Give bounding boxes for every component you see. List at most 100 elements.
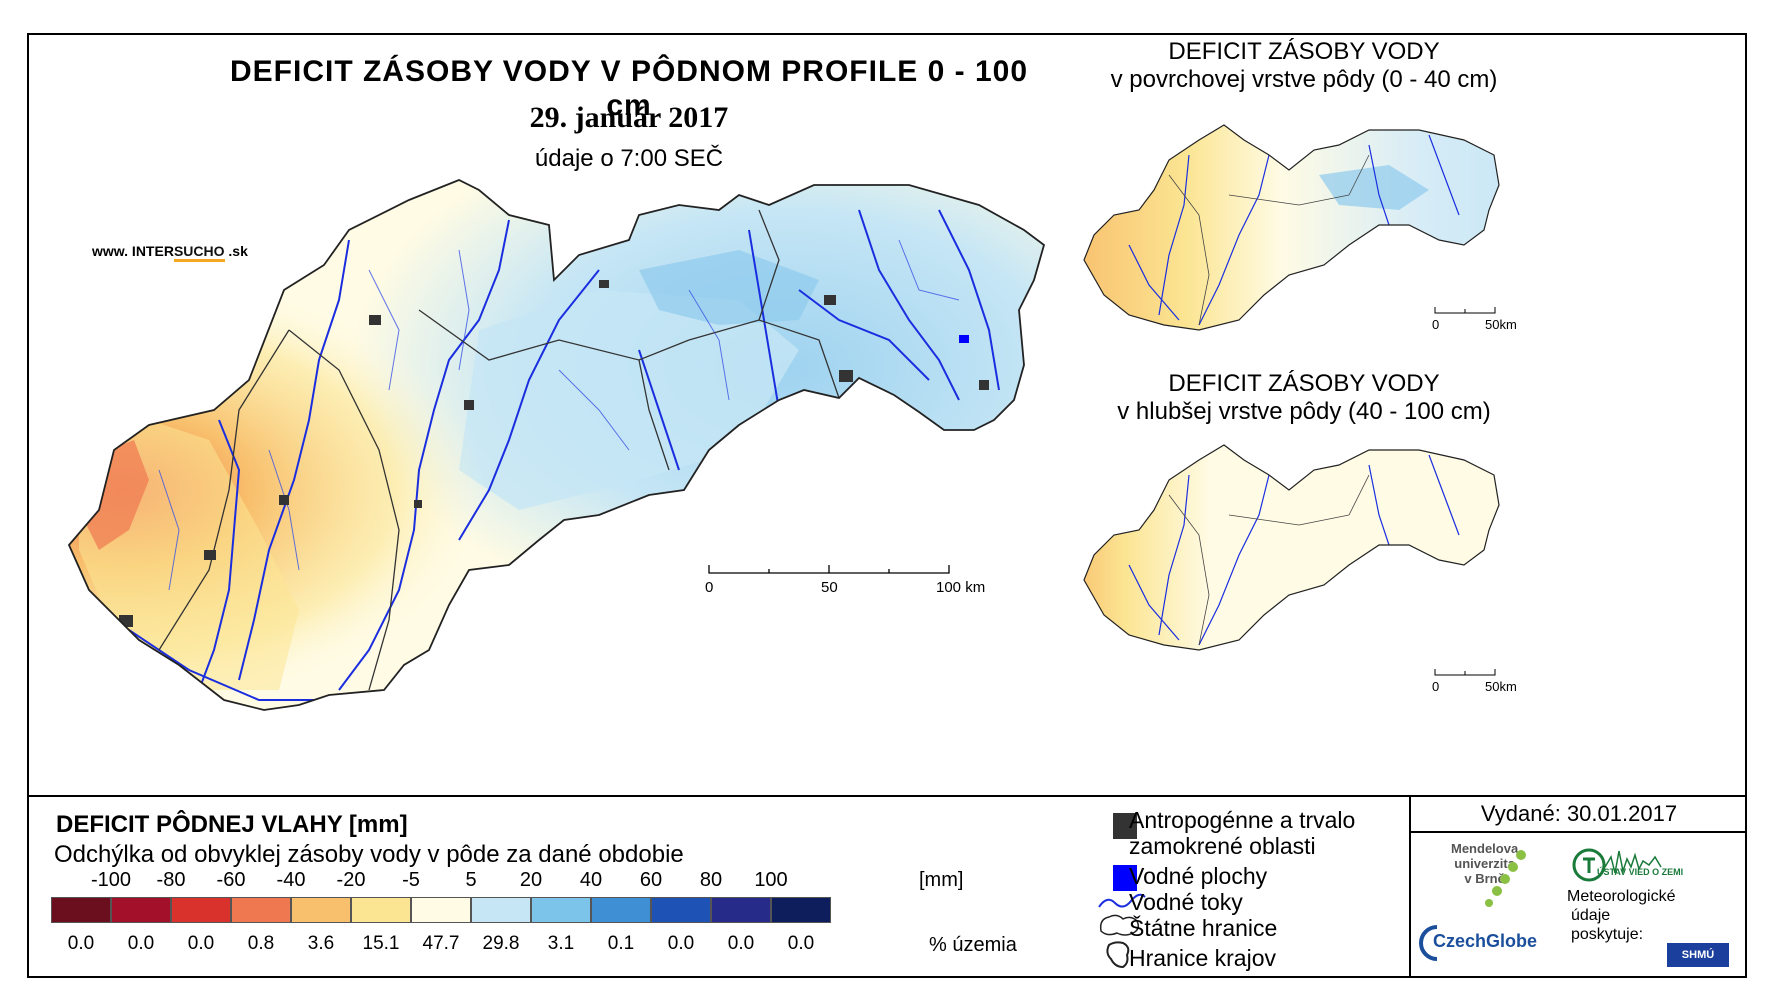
colorbar-tick-label: -20: [336, 869, 366, 891]
colorbar-percent-label: 0.0: [67, 933, 95, 954]
mendel-logo-text: Mendelova univerzita v Brně: [1451, 841, 1518, 886]
inset-bottom-scale-50: 50km: [1485, 679, 1517, 694]
colorbar-tick-label: -5: [402, 869, 420, 891]
inset-top-scale-50: 50km: [1485, 317, 1517, 332]
inset-top-title: DEFICIT ZÁSOBY VODY v povrchovej vrstve …: [1044, 38, 1564, 94]
uvgz-logo-text: ÚSTAV VIED O ZEMI: [1597, 867, 1684, 877]
czechglobe-logo-text: CzechGlobe: [1433, 931, 1538, 951]
colorbar-percent-label: 0.0: [727, 933, 755, 954]
legend-area: DEFICIT PÔDNEJ VLAHY [mm] Odchýlka od ob…: [29, 795, 1747, 978]
colorbar-tick-label: 5: [465, 869, 477, 891]
inset-bottom-title-line1: DEFICIT ZÁSOBY VODY: [1168, 370, 1440, 397]
colorbar-percent-label: 0.0: [667, 933, 695, 954]
state-border: [67, 179, 1046, 711]
legend-subtitle: Odchýlka od obvyklej zásoby vody v pôde …: [54, 841, 684, 868]
colorbar-percent-label: 0.0: [127, 933, 155, 954]
main-scale-100: 100 km: [936, 579, 986, 596]
stream-line-icon: [1098, 893, 1146, 908]
colorbar-percent-label: 0.8: [247, 933, 275, 954]
inset-top-title-line2: v povrchovej vrstve pôdy (0 - 40 cm): [1110, 66, 1498, 93]
inset-top-title-line1: DEFICIT ZÁSOBY VODY: [1168, 38, 1440, 65]
colorbar-tick-label: 60: [639, 869, 663, 891]
colorbar-tick-label: 40: [579, 869, 603, 891]
key-region-border: Hranice krajov: [1129, 945, 1276, 971]
colorbar-swatch: [111, 897, 171, 923]
colorbar-swatch: [351, 897, 411, 923]
meteo-data-credit: Meteorologické údaje poskytuje:: [1567, 887, 1676, 944]
colorbar-tick-label: -100: [90, 869, 132, 891]
colorbar-swatch: [771, 897, 831, 923]
meteo-line2: údaje: [1571, 907, 1611, 924]
website-url[interactable]: www. INTERSUCHO .sk: [92, 243, 248, 262]
colorbar-swatch: [291, 897, 351, 923]
key-anthropogenic: Antropogénne a trvalo zamokrené oblasti: [1129, 807, 1355, 859]
colorbar-swatch: [231, 897, 291, 923]
inset-top-scale-0: 0: [1432, 317, 1440, 332]
map-area: DEFICIT ZÁSOBY VODY V PÔDNOM PROFILE 0 -…: [29, 35, 1745, 795]
uvgz-logo-icon: [1572, 848, 1662, 882]
urban-area-icon: [1113, 813, 1137, 839]
key-anthropogenic-line1: Antropogénne a trvalo: [1129, 807, 1356, 833]
key-streams: Vodné toky: [1129, 889, 1243, 915]
inset-top-scale-bar: [1434, 307, 1496, 314]
colorbar-swatch: [471, 897, 531, 923]
colorbar-percent-label: 15.1: [362, 933, 400, 954]
meteo-line1: Meteorologické: [1567, 888, 1676, 905]
mendel-logo-icon: [1485, 850, 1526, 907]
key-anthropogenic-line2: zamokrené oblasti: [1129, 833, 1316, 859]
inset-bottom-title-line2: v hlubšej vrstve pôdy (40 - 100 cm): [1117, 398, 1491, 425]
main-map-title: DEFICIT ZÁSOBY VODY V PÔDNOM PROFILE 0 -…: [229, 55, 1029, 122]
main-map-time: údaje o 7:00 SEČ: [534, 145, 724, 172]
map-frame: DEFICIT ZÁSOBY VODY V PÔDNOM PROFILE 0 -…: [27, 33, 1747, 978]
url-prefix: www. INTER: [92, 243, 174, 259]
legend-title: DEFICIT PÔDNEJ VLAHY [mm]: [56, 811, 408, 838]
shmu-logo-text: SHMÚ: [1681, 949, 1715, 961]
colorbar-swatch: [591, 897, 651, 923]
shmu-logo: SHMÚ: [1667, 943, 1729, 967]
issued-date: Vydané: 30.01.2017: [1411, 797, 1747, 833]
colorbar-tick-label: 100: [754, 869, 788, 891]
main-scale-50: 50: [821, 579, 838, 596]
colorbar-percent-label: 3.6: [307, 933, 335, 954]
mendel-line2: univerzita: [1454, 856, 1515, 871]
colorbar-tick-label: 20: [519, 869, 543, 891]
inset-bottom-map: [1083, 444, 1500, 651]
colorbar-percent-label: 3.1: [547, 933, 575, 954]
inset-bottom-scale-0: 0: [1432, 679, 1440, 694]
colorbar-unit-pct: % územia: [929, 934, 1017, 956]
url-suffix: .sk: [224, 243, 248, 259]
water-surface-icon: [1113, 865, 1137, 891]
issued-panel: Vydané: 30.01.2017 Mendelova univerzita …: [1409, 797, 1747, 978]
colorbar-tick-label: -40: [276, 869, 306, 891]
main-map: [67, 179, 1046, 711]
colorbar-swatch: [711, 897, 771, 923]
czechglobe-logo-icon: [1419, 925, 1438, 961]
state-border-icon: [1099, 914, 1140, 936]
colorbar-tick-label: -80: [156, 869, 186, 891]
main-scale-bar: [708, 565, 950, 574]
colorbar-swatch: [651, 897, 711, 923]
colorbar: [51, 897, 831, 923]
meteo-line3: poskytuje:: [1571, 926, 1644, 943]
colorbar-unit-mm: [mm]: [919, 869, 964, 891]
inset-top-map: [1083, 124, 1500, 331]
colorbar-tick-label: -60: [216, 869, 246, 891]
mendel-line1: Mendelova: [1451, 841, 1519, 856]
colorbar-swatch: [531, 897, 591, 923]
main-scale-0: 0: [705, 579, 714, 596]
colorbar-percent-label: 47.7: [422, 933, 460, 954]
key-water-surfaces: Vodné plochy: [1129, 863, 1268, 889]
url-accent: SUCHO: [173, 243, 225, 262]
colorbar-percent-label: 0.0: [187, 933, 215, 954]
colorbar-swatch: [171, 897, 231, 923]
colorbar-percent-label: 0.0: [787, 933, 815, 954]
mendel-line3: v Brně: [1464, 871, 1505, 886]
inset-bottom-scale-bar: [1434, 669, 1496, 676]
key-state-border: Štátne hranice: [1129, 915, 1278, 941]
colorbar-swatch: [411, 897, 471, 923]
colorbar-percent-label: 29.8: [482, 933, 520, 954]
region-border-icon: [1106, 941, 1130, 969]
colorbar-swatch: [51, 897, 111, 923]
colorbar-tick-label: 80: [699, 869, 723, 891]
main-map-date: 29. január 2017: [529, 101, 729, 134]
